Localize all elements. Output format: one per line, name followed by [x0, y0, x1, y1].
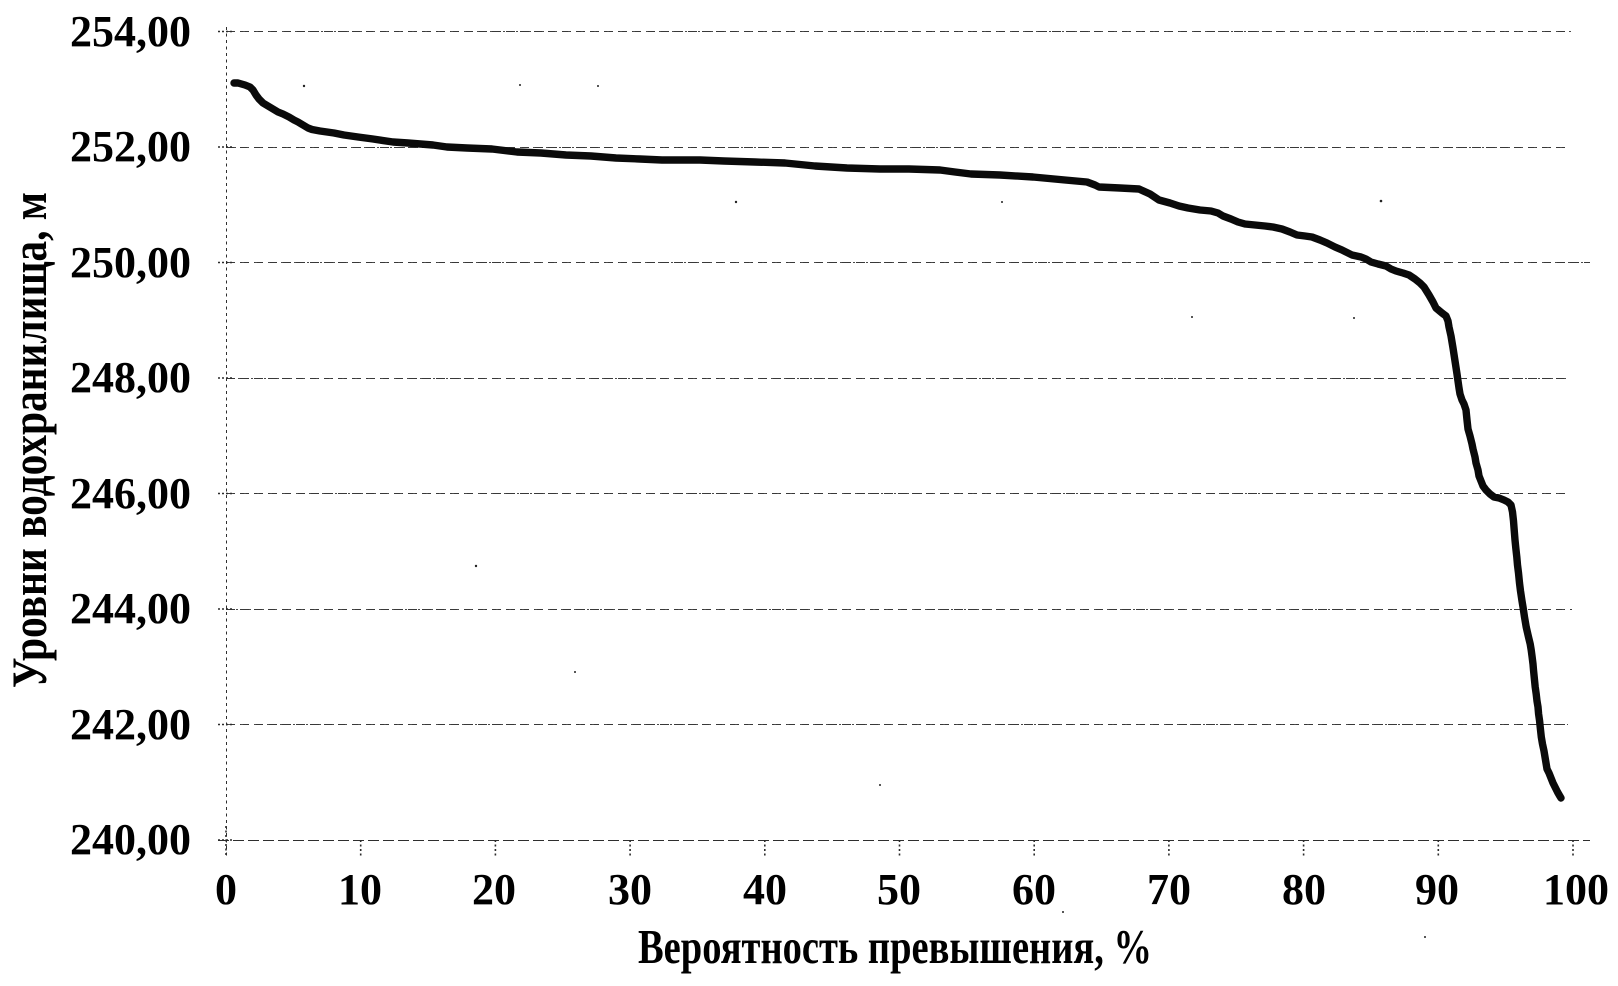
svg-text:30: 30: [608, 865, 652, 914]
svg-text:240,00: 240,00: [70, 815, 191, 864]
svg-text:Вероятность превышения, %: Вероятность превышения, %: [638, 919, 1152, 974]
svg-text:244,00: 244,00: [70, 584, 191, 633]
svg-text:80: 80: [1282, 865, 1326, 914]
svg-text:60: 60: [1012, 865, 1056, 914]
svg-text:40: 40: [743, 865, 787, 914]
svg-text:242,00: 242,00: [70, 700, 191, 749]
svg-text:70: 70: [1147, 865, 1191, 914]
svg-text:50: 50: [877, 865, 921, 914]
svg-text:20: 20: [472, 865, 516, 914]
svg-text:246,00: 246,00: [70, 469, 191, 518]
svg-text:248,00: 248,00: [70, 353, 191, 402]
svg-text:Уровни водохранилища, м: Уровни водохранилища, м: [1, 192, 57, 688]
svg-text:250,00: 250,00: [70, 238, 191, 287]
svg-text:252,00: 252,00: [70, 122, 191, 171]
svg-text:254,00: 254,00: [70, 7, 191, 56]
svg-text:0: 0: [215, 865, 237, 914]
svg-text:100: 100: [1543, 865, 1609, 914]
svg-text:90: 90: [1415, 865, 1459, 914]
svg-text:10: 10: [338, 865, 382, 914]
